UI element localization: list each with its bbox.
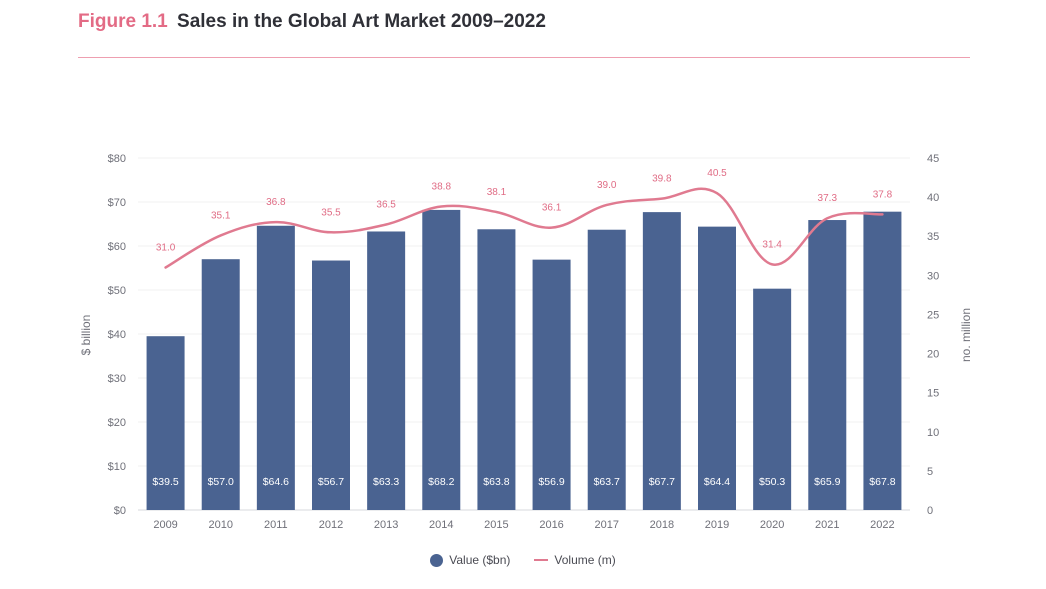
bar-value-label: $56.7 bbox=[318, 476, 344, 488]
y-tick-label: $70 bbox=[108, 197, 126, 209]
y2-tick-label: 30 bbox=[927, 270, 939, 282]
y-tick-label: $30 bbox=[108, 373, 126, 385]
bar bbox=[422, 209, 461, 511]
y2-tick-label: 15 bbox=[927, 388, 939, 400]
x-axis: 2009 2010 2011 2012 2013 2014 2015 2016 2017 2018… bbox=[153, 519, 894, 531]
bar bbox=[256, 225, 295, 510]
y-tick-label: $10 bbox=[108, 461, 126, 473]
figure-number: Figure 1.1 bbox=[78, 11, 168, 32]
bar bbox=[477, 229, 516, 510]
volume-value-label: 38.1 bbox=[487, 187, 507, 198]
volume-value-label: 38.8 bbox=[432, 181, 452, 192]
x-tick-label: 2020 bbox=[760, 519, 784, 531]
bar bbox=[201, 259, 240, 510]
y2-tick-label: 40 bbox=[927, 192, 939, 204]
volume-value-label: 35.5 bbox=[321, 207, 341, 218]
y2-tick-label: 45 bbox=[927, 153, 939, 165]
bar bbox=[146, 336, 185, 510]
gridlines bbox=[138, 157, 910, 511]
bar-value-label: $56.9 bbox=[538, 476, 564, 488]
legend: Value ($bn) Volume (m) bbox=[0, 553, 1046, 567]
y2-tick-label: 5 bbox=[927, 466, 933, 478]
bar-value-label: $65.9 bbox=[814, 476, 840, 488]
y2-tick-label: 0 bbox=[927, 505, 933, 517]
legend-item-volume: Volume (m) bbox=[534, 553, 616, 567]
bar-value-label: $67.8 bbox=[869, 476, 895, 488]
bar bbox=[863, 211, 902, 510]
y2-tick-label: 35 bbox=[927, 231, 939, 243]
bar bbox=[532, 259, 571, 510]
x-tick-label: 2022 bbox=[870, 519, 894, 531]
volume-value-label: 37.8 bbox=[873, 189, 893, 200]
bar bbox=[808, 220, 847, 511]
volume-value-label: 36.5 bbox=[376, 199, 396, 210]
line-series: 31.0 35.1 36.8 35.5 36.5 38.8 38.1 36.1 39.0 39.8… bbox=[156, 168, 893, 269]
bar bbox=[312, 260, 350, 510]
volume-value-label: 31.0 bbox=[156, 243, 176, 254]
bar-value-label: $64.4 bbox=[704, 476, 730, 488]
y-tick-label: $20 bbox=[108, 417, 126, 429]
header-divider bbox=[78, 57, 970, 58]
y-tick-label: $0 bbox=[114, 505, 126, 517]
volume-value-label: 36.8 bbox=[266, 197, 286, 208]
volume-value-label: 35.1 bbox=[211, 210, 231, 221]
y-tick-label: $40 bbox=[108, 329, 126, 341]
legend-item-value: Value ($bn) bbox=[430, 553, 510, 567]
bar-value-label: $57.0 bbox=[208, 476, 234, 488]
bar-value-label: $63.3 bbox=[373, 476, 399, 488]
bar bbox=[642, 212, 681, 510]
y2-tick-label: 10 bbox=[927, 427, 939, 439]
bar-value-label: $50.3 bbox=[759, 476, 785, 488]
volume-value-label: 37.3 bbox=[818, 193, 838, 204]
x-tick-label: 2015 bbox=[484, 519, 508, 531]
x-tick-label: 2019 bbox=[705, 519, 729, 531]
bar bbox=[753, 288, 792, 510]
bar-value-label: $63.7 bbox=[594, 476, 620, 488]
y-axis-left: $0 $10 $20 $30 $40 $50 $60 $70 $80 bbox=[108, 153, 126, 517]
legend-volume-label: Volume (m) bbox=[554, 553, 616, 567]
volume-value-label: 39.0 bbox=[597, 180, 617, 191]
x-tick-label: 2017 bbox=[594, 519, 618, 531]
bar-series: $39.5 $57.0 $64.6 $56.7 $63.3 $68.2 $63.8 $56.9… bbox=[146, 209, 902, 511]
bar bbox=[367, 231, 406, 511]
y2-axis-title: no. million bbox=[959, 308, 973, 362]
x-tick-label: 2011 bbox=[264, 519, 288, 531]
y-axis-right: 0 5 10 15 20 25 30 35 40 45 bbox=[927, 153, 939, 517]
legend-bar-swatch bbox=[430, 553, 444, 567]
y-tick-label: $80 bbox=[108, 153, 126, 165]
volume-value-label: 39.8 bbox=[652, 174, 672, 185]
bar-value-label: $68.2 bbox=[428, 476, 454, 488]
volume-value-label: 36.1 bbox=[542, 203, 562, 214]
y-tick-label: $60 bbox=[108, 241, 126, 253]
figure-title: Figure 1.1 Sales in the Global Art Marke… bbox=[78, 11, 546, 33]
legend-value-label: Value ($bn) bbox=[449, 553, 511, 567]
y-axis-title: $ billion bbox=[79, 315, 93, 356]
bar-value-label: $39.5 bbox=[152, 476, 178, 488]
bar bbox=[587, 229, 626, 510]
x-tick-label: 2014 bbox=[429, 519, 453, 531]
figure-title-text: Sales in the Global Art Market 2009–2022 bbox=[177, 11, 546, 32]
volume-value-label: 40.5 bbox=[707, 168, 727, 179]
x-tick-label: 2018 bbox=[650, 519, 674, 531]
x-tick-label: 2010 bbox=[208, 519, 232, 531]
bar-value-label: $64.6 bbox=[263, 476, 289, 488]
x-tick-label: 2013 bbox=[374, 519, 398, 531]
legend-line-swatch bbox=[534, 559, 549, 561]
volume-line bbox=[164, 187, 884, 269]
bar bbox=[698, 226, 736, 510]
x-tick-label: 2016 bbox=[539, 519, 563, 531]
x-tick-label: 2009 bbox=[153, 519, 177, 531]
y-tick-label: $50 bbox=[108, 285, 126, 297]
x-tick-label: 2021 bbox=[815, 519, 839, 531]
bar-value-label: $67.7 bbox=[649, 476, 675, 488]
bar-value-label: $63.8 bbox=[483, 476, 509, 488]
x-tick-label: 2012 bbox=[319, 519, 343, 531]
volume-value-label: 31.4 bbox=[762, 239, 782, 250]
y2-tick-label: 25 bbox=[927, 309, 939, 321]
y2-tick-label: 20 bbox=[927, 349, 939, 361]
